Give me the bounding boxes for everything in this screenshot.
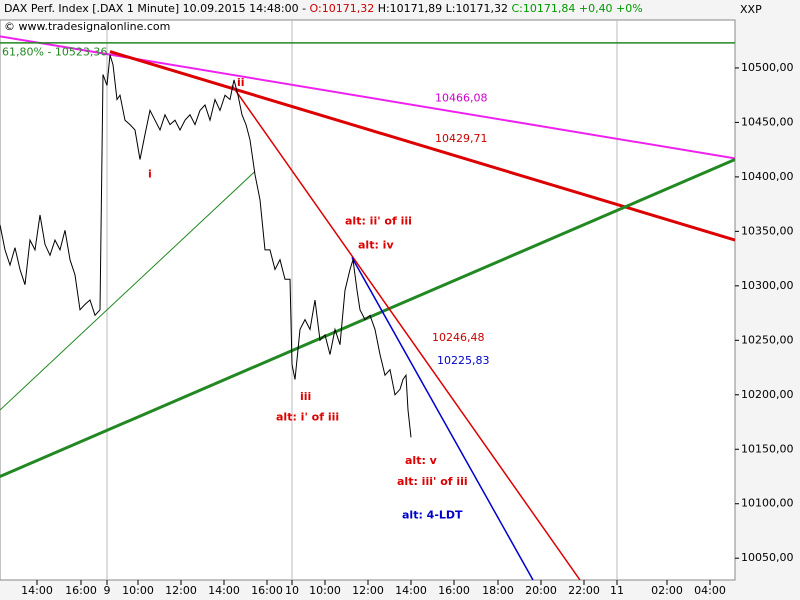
annotation: alt: i' of iii (276, 411, 339, 424)
header: DAX Perf. Index [.DAX 1 Minute] 10.09.20… (4, 2, 643, 15)
subtitle: © www.tradesignalonline.com (4, 20, 170, 33)
y-tick-label: 10200,00 (741, 388, 794, 401)
header-part: DAX Perf. Index [.DAX 1 Minute] 10.09.20… (4, 2, 310, 15)
x-tick-label: 22:00 (568, 584, 600, 597)
x-tick-label: 16:00 (438, 584, 470, 597)
header-part: C:10171,84 +0,40 +0% (508, 2, 643, 15)
x-tick-label: 14:00 (21, 584, 53, 597)
annotation: i (148, 168, 152, 181)
annotation: 10466,08 (435, 91, 488, 104)
annotation: 61,80% - 10523,36 (2, 46, 107, 59)
series-line (0, 54, 412, 438)
annotation: alt: 4-LDT (402, 509, 463, 522)
y-tick-label: 10100,00 (741, 497, 794, 510)
x-tick-label: 04:00 (694, 584, 726, 597)
x-tick-label: 10 (285, 584, 299, 597)
x-tick-label: 14:00 (395, 584, 427, 597)
y-tick-label: 10250,00 (741, 333, 794, 346)
y-tick-label: 10350,00 (741, 224, 794, 237)
x-tick-label: 9 (104, 584, 111, 597)
x-tick-label: 10:00 (309, 584, 341, 597)
y-tick-label: 10500,00 (741, 61, 794, 74)
annotation: alt: iv (358, 239, 394, 252)
series-line (351, 257, 534, 580)
y-tick-label: 10150,00 (741, 442, 794, 455)
header-part: H:10171,89 L:10171,32 (374, 2, 508, 15)
x-tick-label: 16:00 (251, 584, 283, 597)
y-tick-label: 10050,00 (741, 551, 794, 564)
y-tick-label: 10300,00 (741, 279, 794, 292)
series-line (109, 50, 735, 242)
annotation: ii (237, 76, 245, 89)
x-tick-label: 16:00 (65, 584, 97, 597)
y-tick-label: 10450,00 (741, 115, 794, 128)
x-tick-label: 10:00 (122, 584, 154, 597)
annotation: 10246,48 (432, 331, 485, 344)
annotation: alt: v (405, 454, 438, 467)
annotation: alt: iii' of iii (397, 475, 468, 488)
x-tick-label: 02:00 (651, 584, 683, 597)
x-tick-label: 20:00 (525, 584, 557, 597)
x-tick-label: 11 (610, 584, 624, 597)
annotation: alt: ii' of iii (345, 215, 412, 228)
plot-area (0, 19, 736, 581)
axis-title: XXP (740, 3, 762, 16)
series-line (231, 84, 581, 580)
x-tick-label: 18:00 (482, 584, 514, 597)
annotation: iii (300, 390, 311, 403)
header-part: O:10171,32 (310, 2, 375, 15)
series-line (0, 171, 256, 411)
x-tick-label: 12:00 (352, 584, 384, 597)
x-tick-label: 14:00 (208, 584, 240, 597)
x-tick-label: 12:00 (165, 584, 197, 597)
y-tick-label: 10400,00 (741, 170, 794, 183)
annotation: 10225,83 (437, 354, 490, 367)
annotation: 10429,71 (435, 132, 488, 145)
